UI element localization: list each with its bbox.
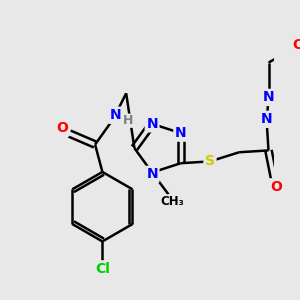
Text: S: S <box>205 154 215 168</box>
Text: N: N <box>261 112 272 126</box>
Text: O: O <box>56 121 68 135</box>
Text: CH₃: CH₃ <box>160 195 184 208</box>
Text: N: N <box>146 117 158 131</box>
Text: O: O <box>293 38 300 52</box>
Text: H: H <box>123 114 133 127</box>
Text: N: N <box>146 167 158 181</box>
Text: Cl: Cl <box>95 262 110 276</box>
Text: N: N <box>263 90 274 104</box>
Text: N: N <box>175 126 187 140</box>
Text: O: O <box>270 180 282 194</box>
Text: N: N <box>110 108 121 122</box>
